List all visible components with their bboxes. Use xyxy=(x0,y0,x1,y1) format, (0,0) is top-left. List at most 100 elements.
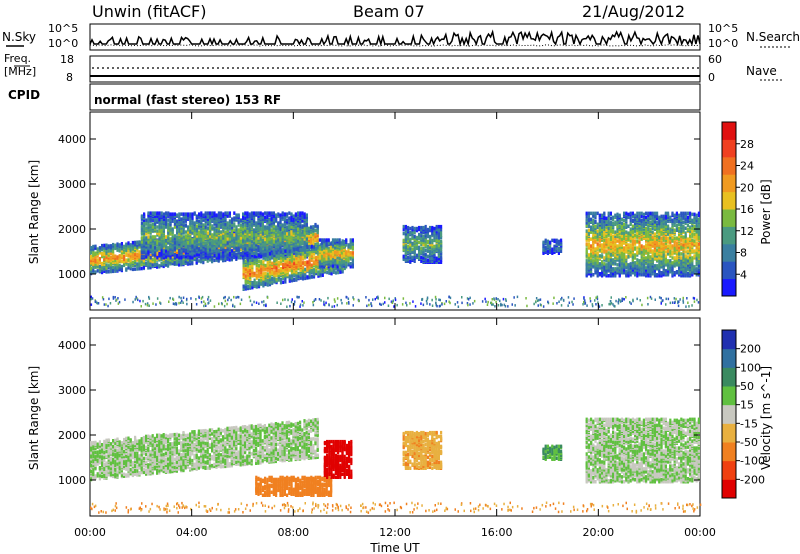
power-cell xyxy=(222,244,225,248)
power-cell xyxy=(301,251,305,255)
power-cell xyxy=(158,217,161,221)
power-cell xyxy=(290,246,293,250)
power-cell xyxy=(268,261,272,265)
power-cell xyxy=(228,234,231,238)
power-cell xyxy=(187,244,190,248)
power-cell xyxy=(310,232,313,236)
power-cell xyxy=(315,264,318,269)
power-cell xyxy=(261,228,264,232)
power-cell xyxy=(237,248,240,252)
power-cell xyxy=(202,213,205,217)
power-cell xyxy=(268,232,271,236)
power-cell xyxy=(151,257,154,262)
power-cell xyxy=(277,221,280,225)
power-cell xyxy=(307,233,310,237)
power-cell xyxy=(226,221,229,225)
power-cell xyxy=(235,225,238,229)
power-cell xyxy=(145,226,148,230)
power-cell xyxy=(255,269,258,273)
power-cell xyxy=(299,255,302,260)
power-cell xyxy=(167,211,170,215)
power-cell xyxy=(96,260,99,264)
power-cell xyxy=(237,236,240,240)
power-cell xyxy=(315,250,318,255)
power-cell xyxy=(173,259,176,264)
power-cell xyxy=(320,251,324,255)
power-cell xyxy=(279,250,283,254)
power-cell xyxy=(109,248,112,252)
power-cell xyxy=(332,268,335,273)
power-cell xyxy=(433,260,436,264)
power-cell xyxy=(235,248,238,252)
power-cell xyxy=(204,211,207,215)
power-cell xyxy=(169,226,172,230)
power-cell xyxy=(253,243,256,247)
power-cell xyxy=(407,236,410,241)
power-cell xyxy=(213,226,216,230)
power-cell xyxy=(273,253,276,257)
power-cell xyxy=(198,250,201,254)
power-cell xyxy=(173,222,176,226)
power-cell xyxy=(105,265,108,269)
power-cell xyxy=(286,218,289,222)
power-cell xyxy=(320,238,324,242)
power-cell xyxy=(338,257,341,261)
power-cell xyxy=(299,240,302,244)
power-cell xyxy=(433,244,436,249)
power-cell xyxy=(264,256,267,261)
power-cell xyxy=(228,213,231,217)
power-cell xyxy=(345,250,348,254)
power-cell xyxy=(413,230,416,235)
power-cell xyxy=(136,267,139,271)
power-cell xyxy=(92,257,95,262)
power-cell xyxy=(314,242,317,247)
power-cell xyxy=(118,249,121,253)
power-cell xyxy=(178,238,181,242)
power-cell xyxy=(94,262,97,266)
power-cell xyxy=(143,237,146,241)
power-cell xyxy=(220,255,223,259)
power-cell xyxy=(304,260,307,265)
power-cell xyxy=(437,249,440,254)
power-cell xyxy=(260,264,263,269)
power-cell xyxy=(264,263,267,268)
power-cell xyxy=(253,254,256,259)
power-cell xyxy=(246,258,250,262)
power-cell xyxy=(211,259,214,264)
power-cell xyxy=(213,232,216,236)
power-cell xyxy=(220,219,223,223)
power-cell xyxy=(420,250,423,255)
power-cell xyxy=(202,248,205,252)
power-cell xyxy=(220,230,223,234)
power-cell xyxy=(92,265,95,270)
power-cell xyxy=(418,252,421,257)
power-cell xyxy=(138,257,141,261)
power-cell xyxy=(318,265,321,269)
power-cell xyxy=(233,224,236,228)
power-cell xyxy=(171,242,174,246)
search-tick-bottom: 10^0 xyxy=(708,37,739,50)
power-cell xyxy=(213,246,216,250)
power-cell xyxy=(307,236,310,240)
power-cell xyxy=(224,243,227,247)
power-cell xyxy=(290,218,293,222)
power-cell xyxy=(233,222,236,226)
power-cell xyxy=(198,230,201,234)
power-cell xyxy=(244,216,247,220)
power-cell xyxy=(178,260,181,264)
freq-tick-bottom: 8 xyxy=(66,71,73,84)
power-cell xyxy=(310,237,313,241)
power-cell xyxy=(277,238,280,242)
power-cell xyxy=(213,222,216,226)
power-cell xyxy=(340,248,343,252)
power-cell xyxy=(158,249,161,253)
power-cell xyxy=(312,225,315,229)
power-cell xyxy=(228,223,231,227)
power-cell xyxy=(297,243,300,247)
power-cell xyxy=(402,247,405,252)
power-cell xyxy=(253,228,256,232)
power-cell xyxy=(248,245,251,249)
power-cell xyxy=(171,261,174,266)
power-cell xyxy=(116,242,119,246)
power-cell xyxy=(209,234,212,238)
